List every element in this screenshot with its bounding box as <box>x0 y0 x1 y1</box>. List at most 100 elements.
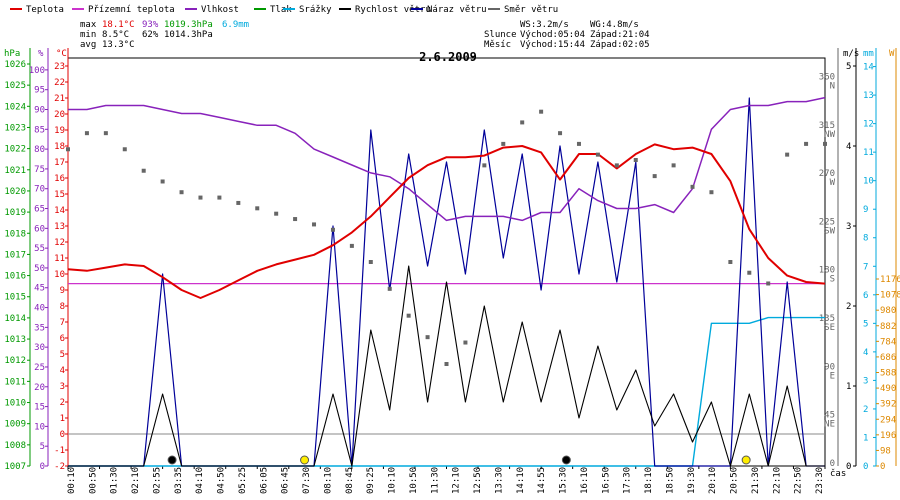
wind-dir-point <box>463 340 468 345</box>
pct-tick: 60 <box>34 224 45 234</box>
temp-tick: 8 <box>60 302 65 312</box>
temp-tick: 17 <box>54 158 65 168</box>
x-tick: 12:10 <box>452 467 462 494</box>
pct-tick: 55 <box>34 244 45 254</box>
x-tick: 01:30 <box>110 467 120 494</box>
hpa-tick: 1014 <box>4 314 26 324</box>
hpa-tick: 1020 <box>4 187 26 197</box>
temp-tick: 5 <box>60 350 65 360</box>
hpa-tick: 1016 <box>4 272 26 282</box>
moon-label: Měsíc <box>484 40 511 50</box>
pct-tick: 30 <box>34 343 45 353</box>
wind-dir-point <box>520 120 525 125</box>
wind-dir-point <box>804 141 809 146</box>
wm-tick: 686 <box>880 353 896 363</box>
wind-dir-point <box>425 335 430 340</box>
x-tick: 02:55 <box>152 467 162 494</box>
dir-tick-name: W <box>830 178 836 188</box>
x-tick: 13:30 <box>494 467 504 494</box>
wm-tick: 0 <box>880 462 885 472</box>
wind-dir-point <box>368 260 373 264</box>
hpa-tick: 1021 <box>4 166 26 176</box>
wind-dir-point <box>823 141 827 146</box>
x-tick: 08:45 <box>345 467 355 494</box>
humidity-line <box>68 96 826 222</box>
stat-min-press: 1014.3hPa <box>164 30 213 40</box>
mm-tick: 1 <box>863 433 868 443</box>
legend-label: Rychlost větru <box>355 5 431 15</box>
ms-tick: 5 <box>846 62 851 72</box>
mm-tick: 12 <box>863 120 874 130</box>
mm-tick: 14 <box>863 63 874 73</box>
ms-tick: 1 <box>846 382 851 392</box>
mm-tick: 3 <box>863 376 868 386</box>
hpa-tick: 1018 <box>4 229 26 239</box>
mm-tick: 6 <box>863 291 868 301</box>
dir-tick-name: SE <box>824 323 835 333</box>
x-tick: 16:50 <box>601 467 611 494</box>
x-tick: 22:50 <box>794 467 804 494</box>
mm-tick: 7 <box>863 262 868 272</box>
temp-tick: 1 <box>60 414 65 424</box>
wind-dir-point <box>84 131 89 136</box>
dir-tick-deg: 315 <box>819 121 835 131</box>
mm-tick: 9 <box>863 205 868 215</box>
x-tick: 00:50 <box>88 467 98 494</box>
wind-dir-point <box>66 147 70 152</box>
hpa-tick: 1023 <box>4 123 26 133</box>
pct-tick: 65 <box>34 205 45 215</box>
stat-max-temp: 18.1°C <box>102 20 135 30</box>
pct-tick: 70 <box>34 185 45 195</box>
pct-tick: 75 <box>34 165 45 175</box>
wm-tick: 1176 <box>880 275 900 285</box>
x-axis: 00:10 00:50 01:30 02:10 02:55 03:35 04:10 04:50… <box>67 466 826 494</box>
moon-set: Západ:02:05 <box>590 40 650 50</box>
unit-ms: m/s <box>843 49 859 59</box>
unit-wm: W <box>889 49 895 59</box>
dir-tick-deg: 45 <box>824 411 835 421</box>
legend-label: Tlak <box>270 5 292 15</box>
pct-tick: 45 <box>34 284 45 294</box>
event-yellow-marker <box>300 455 310 465</box>
dir-tick-deg: 90 <box>824 362 835 372</box>
temp-tick: 4 <box>60 366 65 376</box>
pct-tick: 40 <box>34 304 45 314</box>
wm-tick: 784 <box>880 337 896 347</box>
temp-tick: -2 <box>54 462 65 472</box>
legend-label: Teplota <box>26 5 64 15</box>
ms-tick: 0 <box>846 462 851 472</box>
stat-min-temp: 8.5°C <box>102 30 129 40</box>
hpa-tick: 1015 <box>4 293 26 303</box>
x-tick: 10:50 <box>409 467 419 494</box>
pct-tick: 0 <box>40 462 45 472</box>
x-tick: 06:05 <box>259 467 269 494</box>
mm-tick: 11 <box>863 148 874 158</box>
x-tick: 02:10 <box>131 467 141 494</box>
stat-min-hum: 62% <box>142 30 159 40</box>
unit-temp: °C <box>56 49 67 59</box>
x-tick: 15:30 <box>559 467 569 494</box>
wind-dir-point <box>539 109 544 114</box>
pct-tick: 15 <box>34 403 45 413</box>
left-axes: 1026102510241023102210211020101910181017… <box>4 60 68 472</box>
temperature-line <box>67 143 826 299</box>
mm-tick: 2 <box>863 405 868 415</box>
dir-tick-name: E <box>830 371 835 381</box>
x-tick: 03:35 <box>174 467 184 494</box>
dir-tick-deg: 135 <box>819 314 835 324</box>
wm-tick: 980 <box>880 306 896 316</box>
wind-dir-point <box>444 362 449 366</box>
wind-dir-point <box>785 152 790 157</box>
wind-dir-point <box>709 190 714 195</box>
x-tick: 20:10 <box>708 467 718 494</box>
x-tick: 22:10 <box>772 467 782 494</box>
x-tick: 18:50 <box>665 467 675 494</box>
hpa-tick: 1026 <box>4 60 26 70</box>
legend-label: Přízemní teplota <box>88 5 175 15</box>
stat-min-label: min <box>80 30 96 40</box>
event-black-marker <box>561 455 571 465</box>
wind-dir-point <box>330 227 335 232</box>
temp-tick: 15 <box>54 190 65 200</box>
pct-tick: 100 <box>29 66 45 76</box>
x-tick: 04:50 <box>217 467 227 494</box>
